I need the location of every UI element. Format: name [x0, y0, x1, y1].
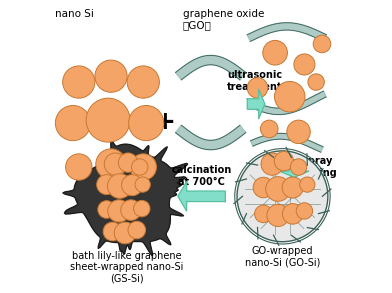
Circle shape [97, 175, 116, 195]
Circle shape [103, 222, 122, 241]
Circle shape [247, 78, 268, 98]
Circle shape [108, 200, 130, 222]
Polygon shape [247, 23, 327, 41]
Text: spray
drying: spray drying [302, 156, 338, 178]
Circle shape [296, 203, 312, 219]
Text: ultrasonic
treatment: ultrasonic treatment [227, 70, 282, 92]
Circle shape [274, 151, 294, 171]
Circle shape [130, 154, 156, 180]
Circle shape [282, 177, 303, 198]
Circle shape [104, 153, 127, 175]
Polygon shape [63, 141, 188, 256]
Polygon shape [176, 55, 246, 80]
Polygon shape [247, 89, 265, 119]
Circle shape [294, 54, 315, 75]
Circle shape [237, 151, 328, 242]
Circle shape [132, 159, 148, 175]
Circle shape [267, 204, 289, 226]
Circle shape [55, 105, 91, 141]
Circle shape [261, 153, 283, 175]
Circle shape [65, 154, 92, 180]
Circle shape [107, 174, 132, 198]
Polygon shape [253, 91, 326, 115]
Circle shape [127, 66, 160, 98]
Circle shape [274, 81, 305, 112]
Circle shape [263, 40, 287, 65]
Circle shape [308, 74, 324, 90]
Circle shape [118, 153, 138, 172]
Circle shape [282, 204, 303, 224]
Circle shape [128, 221, 145, 239]
Circle shape [122, 175, 143, 196]
Circle shape [96, 149, 126, 179]
Circle shape [260, 120, 278, 138]
Circle shape [266, 177, 290, 201]
Polygon shape [250, 133, 323, 152]
Text: graphene oxide
（GO）: graphene oxide （GO） [183, 9, 264, 30]
Circle shape [98, 201, 115, 218]
Circle shape [253, 177, 274, 198]
Text: +: + [155, 110, 176, 134]
Circle shape [287, 120, 310, 144]
Circle shape [95, 60, 127, 92]
Circle shape [63, 66, 95, 98]
Circle shape [135, 177, 150, 192]
Text: calcination
at 700°C: calcination at 700°C [172, 165, 232, 187]
Circle shape [86, 98, 130, 142]
Circle shape [254, 205, 272, 223]
Polygon shape [178, 182, 225, 211]
Circle shape [114, 222, 136, 244]
Polygon shape [176, 125, 246, 150]
Circle shape [129, 105, 164, 141]
Circle shape [313, 35, 331, 53]
Circle shape [121, 200, 141, 220]
Polygon shape [279, 160, 309, 177]
Circle shape [134, 200, 150, 217]
Text: nano Si: nano Si [55, 9, 94, 19]
Circle shape [290, 159, 307, 175]
Text: bath lily-like graphene
sheet-wrapped nano-Si
(GS-Si): bath lily-like graphene sheet-wrapped na… [71, 251, 184, 284]
Text: GO-wrapped
nano-Si (GO-Si): GO-wrapped nano-Si (GO-Si) [245, 246, 320, 268]
Circle shape [300, 177, 315, 192]
